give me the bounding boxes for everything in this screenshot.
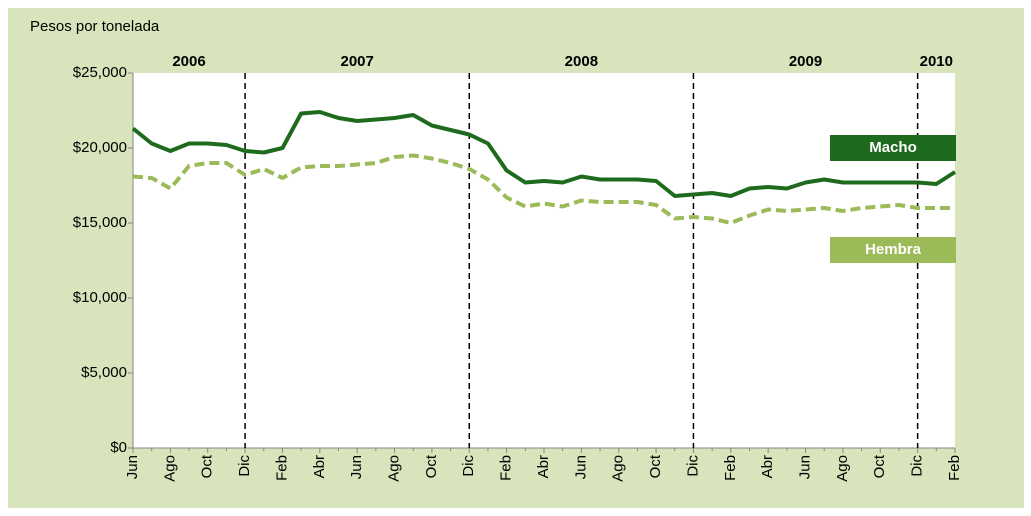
x-tick-label: Ago [161,455,178,482]
legend-label: Macho [869,139,917,156]
year-label: 2008 [565,53,598,70]
x-tick-label: Jun [797,455,814,479]
x-tick-label: Jun [348,455,365,479]
x-tick-label: Oct [199,454,216,478]
legend-box [830,135,956,161]
x-tick-label: Abr [535,455,552,478]
y-axis-title: Pesos por tonelada [30,18,160,35]
x-tick-label: Ago [386,455,403,482]
x-tick-label: Dic [909,455,926,477]
year-label: 2006 [172,53,205,70]
x-tick-label: Jun [572,455,589,479]
x-tick-label: Oct [423,454,440,478]
series-line [132,153,955,225]
y-tick-label: $15,000 [73,214,127,231]
plot-area [133,73,955,448]
legend-label: Hembra [865,241,922,258]
y-tick-label: $10,000 [73,289,127,306]
x-tick-label: Ago [610,455,627,482]
x-tick-label: Feb [273,455,290,481]
x-tick-label: Abr [759,455,776,478]
x-tick-label: Feb [722,455,739,481]
x-tick-label: Dic [236,455,253,477]
year-label: 2010 [920,53,953,70]
year-label: 2009 [789,53,822,70]
x-tick-label: Dic [460,455,477,477]
series-line [131,110,957,198]
y-tick-label: $20,000 [73,139,127,156]
x-tick-label: Feb [498,455,515,481]
x-tick-label: Dic [684,455,701,477]
x-tick-label: Oct [871,454,888,478]
x-tick-label: Oct [647,454,664,478]
x-tick-label: Feb [946,455,963,481]
y-tick-label: $25,000 [73,64,127,81]
y-tick-label: $5,000 [81,364,127,381]
x-tick-label: Abr [311,455,328,478]
x-tick-label: Jun [124,455,141,479]
y-tick-label: $0 [110,439,127,456]
year-label: 2007 [340,53,373,70]
legend-box [830,237,956,263]
x-tick-label: Ago [834,455,851,482]
